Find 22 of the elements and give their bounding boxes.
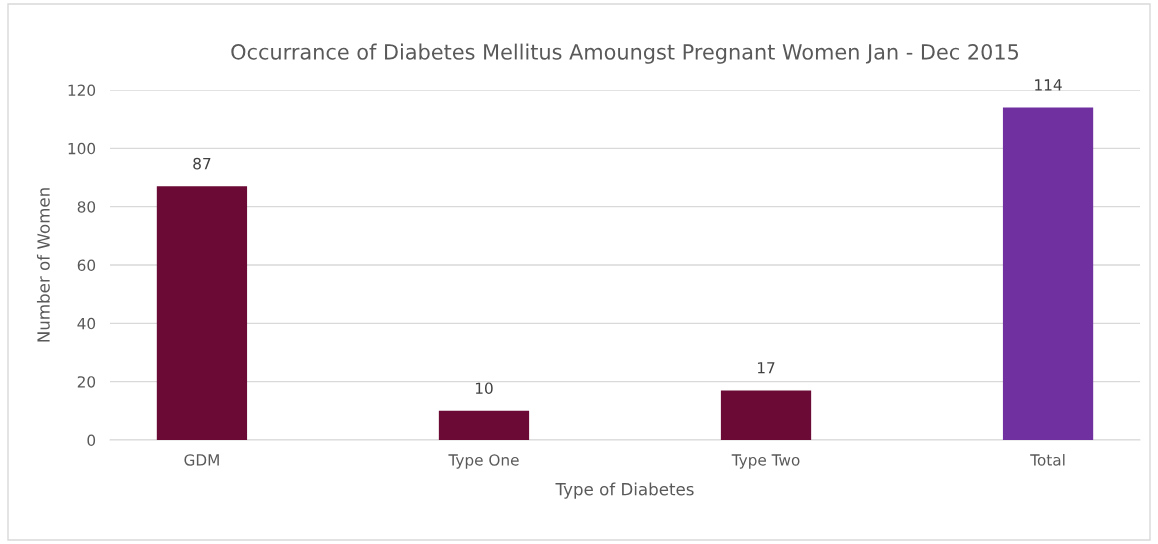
data-label: 10	[475, 382, 493, 394]
y-tick-label: 0	[87, 434, 96, 447]
bar	[1002, 107, 1094, 440]
x-tick-label: Type Two	[731, 454, 800, 469]
y-tick-label: 80	[77, 201, 96, 213]
x-axis-title: Type of Diabetes	[555, 482, 694, 499]
y-tick-label: 20	[77, 376, 96, 388]
y-tick-label: 120	[68, 84, 96, 97]
data-label: 17	[757, 362, 775, 374]
bar	[156, 186, 248, 440]
chart-title: Occurrance of Diabetes Mellitus Amoungst Pregnant Women Jan - Dec 2015	[231, 43, 1019, 64]
y-tick-label: 60	[77, 259, 96, 272]
bar	[720, 390, 812, 440]
x-tick-label: Type One	[448, 454, 519, 469]
x-tick-label: GDM	[184, 454, 219, 466]
y-tick-label: 40	[77, 317, 96, 330]
y-axis-title: Number of Women	[36, 188, 50, 342]
y-tick-label: 100	[68, 142, 96, 155]
bar	[438, 410, 530, 440]
x-tick-label: Total	[1030, 453, 1065, 466]
data-label: 87	[193, 157, 211, 170]
data-label: 114	[1035, 79, 1062, 91]
